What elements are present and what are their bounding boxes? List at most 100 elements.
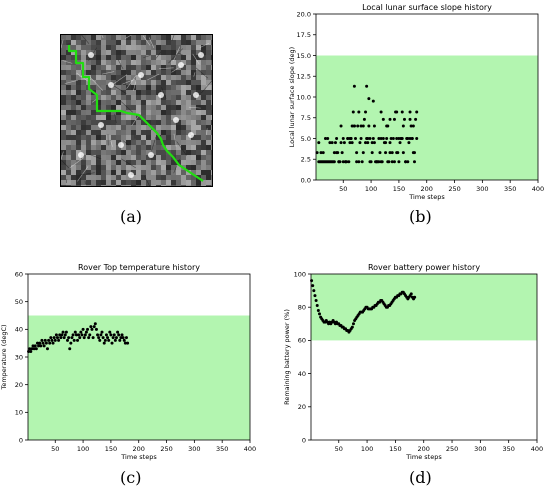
terrain-cell (191, 125, 196, 130)
terrain-cell (206, 155, 211, 160)
terrain-cell (71, 155, 76, 160)
terrain-cell (196, 140, 201, 145)
terrain-cell (71, 120, 76, 125)
terrain-cell (186, 50, 191, 55)
terrain-cell (91, 95, 96, 100)
data-point (362, 117, 366, 121)
data-point (81, 327, 85, 331)
terrain-cell (181, 180, 186, 185)
data-point (328, 141, 332, 145)
terrain-cell (116, 75, 121, 80)
terrain-cell (116, 95, 121, 100)
terrain-cell (206, 130, 211, 135)
data-point (91, 336, 95, 340)
terrain-cell (61, 35, 66, 40)
terrain-ridge (61, 159, 70, 169)
terrain-ridge (151, 136, 157, 151)
data-point (120, 333, 124, 337)
terrain-cell (76, 180, 81, 185)
chart-temperature: 50 100 150 200 250 300 350 400 0 10 20 30 40 50 60 Rove… (0, 263, 256, 461)
data-point (34, 347, 38, 351)
terrain-bright-spot (88, 52, 94, 58)
terrain-cell (61, 115, 66, 120)
terrain-cell (151, 50, 156, 55)
terrain-cell (131, 45, 136, 50)
terrain-cell (181, 125, 186, 130)
terrain-cell (201, 150, 206, 155)
terrain-cell (141, 115, 146, 120)
terrain-cell (106, 45, 111, 50)
terrain-cell (106, 55, 111, 60)
terrain-cell (76, 105, 81, 110)
terrain-cell (161, 60, 166, 65)
data-point (78, 336, 82, 340)
terrain-cell (76, 140, 81, 145)
terrain-cell (121, 90, 126, 95)
terrain-cell (156, 100, 161, 105)
terrain-ridge (188, 106, 201, 109)
terrain-cell (141, 155, 146, 160)
terrain-cell (176, 120, 181, 125)
terrain-cell (136, 60, 141, 65)
terrain-cell (61, 145, 66, 150)
data-point (335, 151, 339, 155)
terrain-cell (76, 165, 81, 170)
terrain-cell (91, 185, 96, 186)
terrain-cell (176, 165, 181, 170)
terrain-cell (146, 100, 151, 105)
terrain-cell (136, 170, 141, 175)
terrain-cell (176, 65, 181, 70)
terrain-cell (86, 130, 91, 135)
terrain-cell (191, 150, 196, 155)
terrain-cell (196, 95, 201, 100)
data-point (395, 151, 399, 155)
terrain-cell (136, 180, 141, 185)
data-point (397, 137, 401, 140)
data-point (40, 338, 44, 342)
chart-slope: 50 100 150 200 250 300 350 400 0.0 2.5 5.0 7.5 10.0 1… (288, 3, 544, 201)
terrain-cell (176, 130, 181, 135)
terrain-cell (111, 75, 116, 80)
terrain-cell (66, 35, 71, 40)
data-point (93, 322, 97, 326)
terrain-cell (211, 60, 212, 65)
terrain-cell (166, 80, 171, 85)
terrain-cell (156, 65, 161, 70)
data-point (415, 137, 419, 140)
terrain-cell (101, 105, 106, 110)
terrain-cell (151, 155, 156, 160)
terrain-ridge (147, 73, 160, 81)
terrain-cell (121, 120, 126, 125)
terrain-cell (101, 45, 106, 50)
terrain-cell (81, 180, 86, 185)
data-point (378, 151, 382, 155)
x-tick-label: 200 (418, 445, 430, 453)
terrain-cell (126, 60, 131, 65)
x-tick-label: 150 (389, 445, 401, 453)
terrain-cell (86, 35, 91, 40)
terrain-cell (186, 80, 191, 85)
terrain-cell (161, 140, 166, 145)
terrain-cell (176, 105, 181, 110)
terrain-ridge (195, 67, 209, 79)
terrain-cell (91, 150, 96, 155)
data-point (54, 333, 58, 337)
y-tick-label: 40 (15, 326, 23, 334)
panel-label-d: (d) (409, 468, 432, 487)
terrain-cell (116, 155, 121, 160)
terrain-cell (166, 145, 171, 150)
terrain-cell (156, 155, 161, 160)
terrain-cell (141, 160, 146, 165)
terrain-bright-spot (173, 117, 179, 123)
terrain-cell (71, 150, 76, 155)
terrain-cell (171, 60, 176, 65)
terrain-cell (141, 110, 146, 115)
terrain-cell (176, 175, 181, 180)
data-point (357, 110, 361, 114)
terrain-cell (61, 175, 66, 180)
terrain-cell (171, 185, 176, 186)
terrain-cell (96, 100, 101, 105)
terrain-cell (61, 185, 66, 186)
data-point (411, 124, 415, 128)
terrain-cell (71, 85, 76, 90)
